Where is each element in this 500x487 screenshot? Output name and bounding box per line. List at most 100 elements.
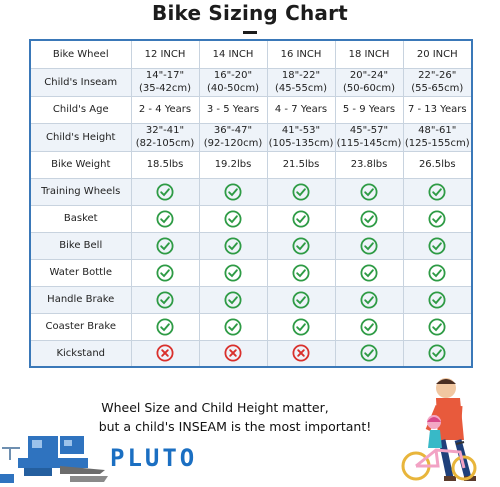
check-circle-icon: [156, 291, 174, 308]
feature-included-cell: [198, 177, 268, 206]
cell-value-metric: (115-145cm): [336, 138, 402, 149]
table-cell: 26.5lbs: [402, 150, 473, 179]
feature-included-cell: [266, 312, 336, 341]
check-circle-icon: [360, 318, 378, 335]
cell-value-metric: (50-60cm): [342, 83, 396, 94]
column-header: 18 INCH: [334, 39, 404, 69]
cell-value: 22"-26": [418, 70, 457, 81]
table-cell: 48"-61" (125-155cm): [402, 122, 473, 152]
table-cell: 14"-17" (35-42cm): [130, 67, 200, 97]
cell-value: 21.5lbs: [282, 159, 320, 170]
check-circle-icon: [292, 237, 310, 254]
feature-included-cell: [130, 312, 200, 341]
table-cell: 16"-20" (40-50cm): [198, 67, 268, 97]
check-circle-icon: [360, 344, 378, 362]
check-circle-icon: [224, 318, 242, 335]
cell-value: 48"-61": [418, 125, 457, 136]
feature-excluded-cell: [130, 339, 200, 368]
check-circle-icon: [360, 291, 378, 308]
check-circle-icon: [428, 237, 446, 254]
x-circle-icon: [156, 344, 174, 362]
cell-value-metric: (45-55cm): [274, 83, 328, 94]
cell-value: 4 - 7 Years: [274, 104, 328, 115]
feature-included-cell: [402, 204, 473, 233]
check-circle-icon: [224, 237, 242, 254]
cell-value: 5 - 9 Years: [342, 104, 396, 115]
check-circle-icon: [428, 291, 446, 308]
cell-value-metric: (105-135cm): [268, 138, 334, 149]
table-cell: 41"-53" (105-135cm): [266, 122, 336, 152]
feature-included-cell: [198, 285, 268, 314]
column-header: 16 INCH: [266, 39, 336, 69]
table-cell: 18"-22" (45-55cm): [266, 67, 336, 97]
cell-value-metric: (92-120cm): [203, 138, 263, 149]
table-cell: 22"-26" (55-65cm): [402, 67, 473, 97]
table-cell: 5 - 9 Years: [334, 95, 404, 124]
row-label: Handle Brake: [29, 285, 132, 314]
feature-included-cell: [266, 258, 336, 287]
table-row: Child's Inseam 14"-17" (35-42cm) 16"-20" (40…: [29, 67, 473, 97]
cell-value-metric: (55-65cm): [411, 83, 464, 94]
check-circle-icon: [428, 264, 446, 281]
check-circle-icon: [156, 237, 174, 254]
feature-included-cell: [130, 258, 200, 287]
row-label: Coaster Brake: [29, 312, 132, 341]
table-cell: 19.2lbs: [198, 150, 268, 179]
check-circle-icon: [292, 210, 310, 227]
row-label: Bike Bell: [29, 231, 132, 260]
check-circle-icon: [428, 318, 446, 335]
feature-included-cell: [334, 285, 404, 314]
check-circle-icon: [224, 264, 242, 281]
column-header: 12 INCH: [130, 39, 200, 69]
brand-name: PLUTO: [110, 444, 198, 472]
table-row: Child's Age 2 - 4 Years 3 - 5 Years 4 - 7 Y…: [29, 95, 473, 124]
column-header: 14 INCH: [198, 39, 268, 69]
feature-included-cell: [402, 258, 473, 287]
row-label: Training Wheels: [29, 177, 132, 206]
cell-value-metric: (125-155cm): [404, 138, 470, 149]
column-header: 20 INCH: [402, 39, 473, 69]
table-cell: 4 - 7 Years: [266, 95, 336, 124]
cell-value: 36"-47": [213, 125, 253, 136]
feature-included-cell: [198, 204, 268, 233]
table-cell: 18.5lbs: [130, 150, 200, 179]
check-circle-icon: [156, 318, 174, 335]
cell-value: 18"-22": [281, 70, 321, 81]
sizing-table: Bike Wheel 12 INCH 14 INCH 16 INCH 18 INCH 20…: [29, 39, 473, 368]
table-row: Kickstand: [29, 339, 473, 368]
header-corner-label: Bike Wheel: [29, 39, 132, 69]
cell-value: 18.5lbs: [146, 159, 184, 170]
table-cell: 36"-47" (92-120cm): [198, 122, 268, 152]
check-circle-icon: [224, 291, 242, 308]
row-label: Child's Inseam: [29, 67, 132, 97]
cell-value-metric: (82-105cm): [135, 138, 195, 149]
check-circle-icon: [428, 344, 446, 362]
row-label: Bike Weight: [29, 150, 132, 179]
table-cell: 45"-57" (115-145cm): [334, 122, 404, 152]
feature-included-cell: [130, 204, 200, 233]
feature-included-cell: [266, 285, 336, 314]
cell-value-metric: (35-42cm): [138, 83, 192, 94]
cell-value: 7 - 13 Years: [407, 104, 467, 115]
check-circle-icon: [156, 183, 174, 200]
feature-included-cell: [334, 258, 404, 287]
cell-value: 16"-20": [213, 70, 253, 81]
table-row: Training Wheels: [29, 177, 473, 206]
check-circle-icon: [360, 183, 378, 200]
tagline-line-2: but a child's INSEAM is the most importa…: [98, 419, 372, 434]
table-row: Basket: [29, 204, 473, 233]
table-cell: 20"-24" (50-60cm): [334, 67, 404, 97]
table-cell: 23.8lbs: [334, 150, 404, 179]
check-circle-icon: [360, 264, 378, 281]
feature-included-cell: [334, 204, 404, 233]
cell-value: 45"-57": [349, 125, 389, 136]
table-row: Coaster Brake: [29, 312, 473, 341]
parent-child-bike-illustration: [398, 370, 500, 483]
check-circle-icon: [156, 210, 174, 227]
feature-included-cell: [334, 231, 404, 260]
x-circle-icon: [292, 344, 310, 362]
x-circle-icon: [224, 344, 242, 362]
cell-value: 23.8lbs: [350, 159, 388, 170]
cell-value: 19.2lbs: [214, 159, 252, 170]
cell-value: 3 - 5 Years: [206, 104, 260, 115]
